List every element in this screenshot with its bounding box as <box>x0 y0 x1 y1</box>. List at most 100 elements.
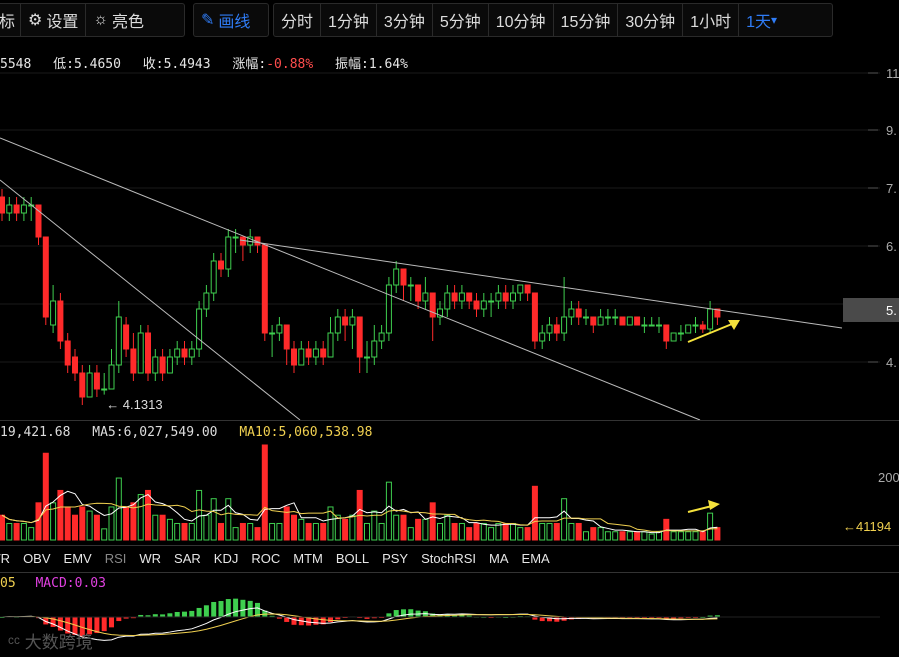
macd-histogram-bar <box>291 617 297 625</box>
interval-button[interactable]: 分时 <box>274 4 322 36</box>
volume-bar <box>619 531 626 541</box>
macd-histogram-bar <box>94 617 100 634</box>
interval-button[interactable]: 1小时 <box>683 4 740 36</box>
volume-bar <box>604 531 611 541</box>
indicator-tab-stochrsi[interactable]: StochRSI <box>421 551 477 566</box>
watermark-logo: ᶜᶜ 大数跨境 <box>8 628 93 653</box>
interval-button[interactable]: 10分钟 <box>489 4 554 36</box>
interval-button[interactable]: 1分钟 <box>321 4 377 36</box>
candle-body <box>20 204 27 214</box>
indicator-tab-emv[interactable]: EMV <box>63 551 92 566</box>
candle-body <box>64 340 71 366</box>
macd-histogram-bar <box>269 615 275 617</box>
candle-body <box>232 236 239 239</box>
candle-body <box>429 292 436 318</box>
chevron-down-icon: ▾ <box>770 13 778 27</box>
candle-body <box>707 308 714 330</box>
macd-histogram-bar <box>203 605 209 617</box>
interval-button[interactable]: 30分钟 <box>618 4 684 36</box>
indicator-tab-psy[interactable]: PSY <box>382 551 409 566</box>
indicator-tab-rsi[interactable]: RSI <box>104 551 127 566</box>
macd-histogram-bar <box>116 617 122 622</box>
candle-body <box>502 292 509 302</box>
volume-bar <box>239 522 246 541</box>
macd-histogram-bar <box>357 617 363 619</box>
indicator-tab-roc[interactable]: ROC <box>251 551 281 566</box>
volume-bar <box>93 514 100 541</box>
macd-histogram-bar <box>196 607 202 617</box>
macd-histogram-bar <box>547 617 552 622</box>
macd-histogram-bar <box>371 617 377 619</box>
volume-bar <box>283 506 290 541</box>
draw-button[interactable]: ✎ 画线 <box>194 4 257 36</box>
volume-bar <box>225 498 232 541</box>
candle-body <box>137 332 144 374</box>
volume-bar <box>539 522 546 541</box>
macd-histogram-bar <box>328 617 333 623</box>
volume-bar <box>670 531 677 541</box>
volume-bar <box>677 531 684 541</box>
candle-body <box>57 300 64 342</box>
interval-label: 分时 <box>281 14 314 31</box>
volume-bar <box>108 506 115 541</box>
volume-bar <box>28 527 35 541</box>
interval-button[interactable]: 15分钟 <box>554 4 619 36</box>
volume-bar <box>174 522 181 541</box>
indicator-tab-partial[interactable]: 标 <box>0 4 21 36</box>
volume-bar <box>123 506 130 541</box>
indicator-tab-ema[interactable]: EMA <box>521 551 550 566</box>
macd-histogram-bar <box>240 599 246 617</box>
indicator-tab-kdj[interactable]: KDJ <box>213 551 239 566</box>
indicator-tab-mtm[interactable]: MTM <box>293 551 323 566</box>
interval-button[interactable]: 3分钟 <box>377 4 433 36</box>
interval-button[interactable]: 1天 ▾ <box>739 4 793 36</box>
volume-bar <box>291 514 297 541</box>
volume-bar <box>86 510 93 541</box>
candle-body <box>203 292 210 310</box>
volume-bar <box>553 522 560 541</box>
indicator-tab-vr[interactable]: VR <box>0 551 11 566</box>
volume-bar <box>130 502 137 541</box>
candle-body <box>590 316 597 326</box>
low-value: 低:5.4650 <box>53 57 121 72</box>
candle-body <box>291 348 297 366</box>
annotation-arrow-price <box>687 323 733 343</box>
indicator-tab-ma[interactable]: MA <box>489 551 509 566</box>
macd-info-bar: 05 MACD:0.03 <box>0 576 106 591</box>
candle-body <box>568 308 575 318</box>
candle-body <box>422 292 429 302</box>
volume-bar <box>115 477 122 541</box>
indicator-tab-sar[interactable]: SAR <box>174 551 201 566</box>
candle-body <box>714 308 721 318</box>
candle-body <box>546 324 553 334</box>
volume-bar <box>707 512 714 541</box>
candle-body <box>626 316 633 326</box>
candle-body <box>0 196 5 214</box>
macd-histogram-bar <box>663 617 669 619</box>
price-volume-divider <box>0 420 899 421</box>
macd-histogram-bar <box>211 601 217 617</box>
macd-histogram-bar <box>218 601 224 617</box>
chart-toolbar: 标 ⚙ 设置 ☼ 亮色 ✎ 画线 分时 1分钟 3分钟 5分钟 10分钟 15分钟 30分钟… <box>0 0 899 44</box>
candle-body <box>400 268 407 286</box>
volume-bar <box>152 514 159 541</box>
candle-body <box>145 332 151 374</box>
indicator-tab-obv[interactable]: OBV <box>23 551 51 566</box>
volume-bar <box>531 485 538 541</box>
macd-histogram-bar <box>539 617 545 622</box>
candle-body <box>188 348 195 358</box>
macd-histogram-bar <box>393 610 399 617</box>
candle-body <box>50 300 57 326</box>
macd-histogram-bar <box>401 609 406 617</box>
watermark-text: 大数跨境 <box>24 633 93 652</box>
settings-button[interactable]: ⚙ 设置 <box>21 4 87 36</box>
interval-label: 1分钟 <box>328 14 369 31</box>
volume-bar <box>312 522 319 541</box>
candle-body <box>276 324 283 334</box>
brightness-button[interactable]: ☼ 亮色 <box>86 4 151 36</box>
indicator-tab-boll[interactable]: BOLL <box>335 551 370 566</box>
interval-button[interactable]: 5分钟 <box>433 4 489 36</box>
macd-histogram-bar <box>671 617 677 619</box>
indicator-tab-wr[interactable]: WR <box>139 551 162 566</box>
